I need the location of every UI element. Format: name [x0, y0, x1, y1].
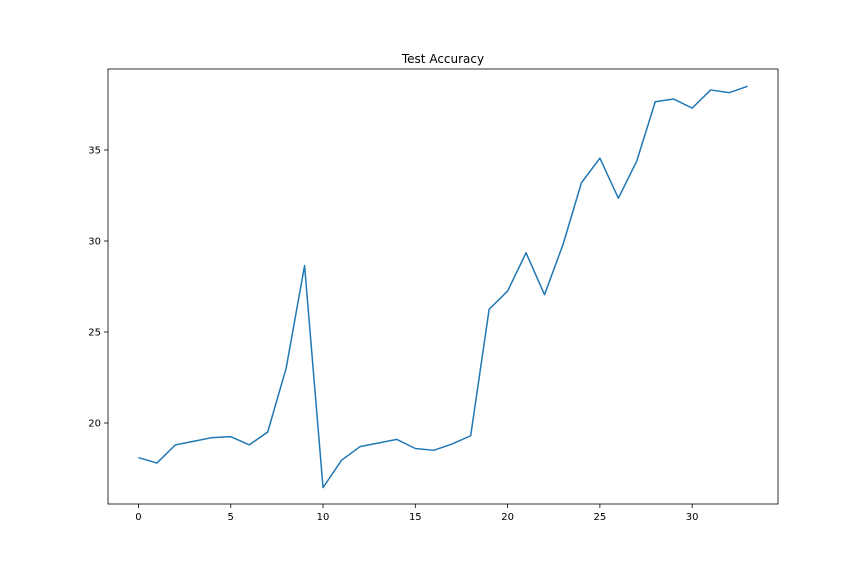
series-line: [138, 85, 748, 489]
x-tick-label: 0: [135, 512, 141, 523]
plot-area: 0 5 10 15 20 25 30 20 25 30 35: [88, 85, 748, 523]
x-tick-label: 10: [317, 512, 330, 523]
y-tick-label: 20: [88, 419, 101, 430]
chart-title: Test Accuracy: [401, 52, 484, 66]
x-tick-label: 15: [409, 512, 422, 523]
x-tick-label: 25: [594, 512, 607, 523]
y-tick-label: 35: [88, 145, 101, 156]
x-tick-label: 5: [228, 512, 234, 523]
x-tick-label: 30: [686, 512, 699, 523]
axes-frame: [107, 68, 779, 505]
y-tick-label: 25: [88, 328, 101, 339]
y-tick-label: 30: [88, 236, 101, 247]
x-tick-label: 20: [501, 512, 514, 523]
